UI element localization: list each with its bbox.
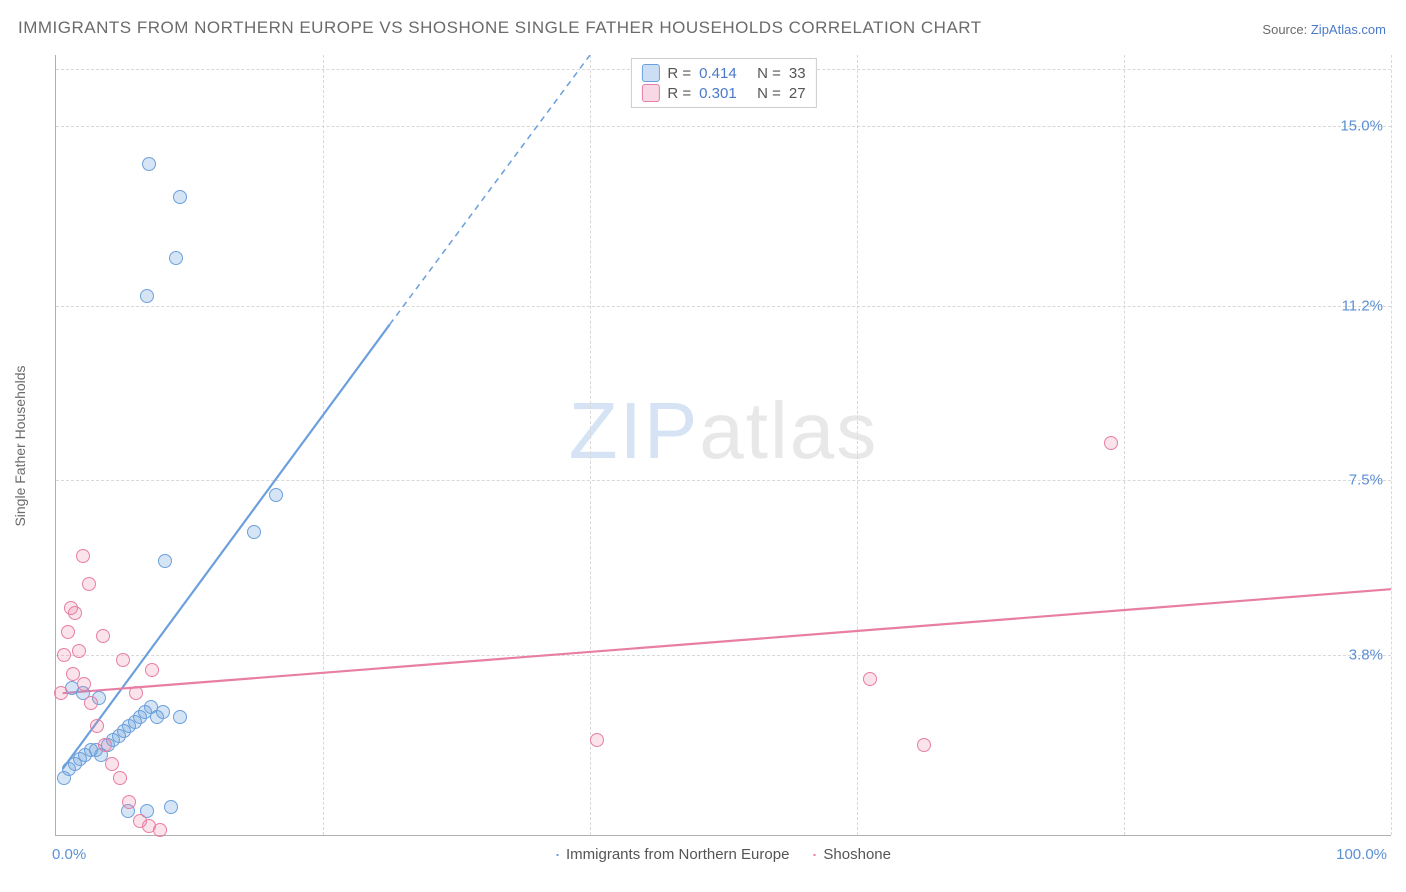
data-point bbox=[96, 629, 110, 643]
data-point bbox=[153, 823, 167, 837]
data-point bbox=[84, 696, 98, 710]
data-point bbox=[169, 251, 183, 265]
grid-line-h bbox=[56, 306, 1391, 307]
plot-area: ZIPatlas R = 0.414 N = 33 R = 0.301 N = … bbox=[55, 55, 1391, 836]
data-point bbox=[917, 738, 931, 752]
data-point bbox=[105, 757, 119, 771]
r-value-blue: 0.414 bbox=[699, 65, 743, 82]
data-point bbox=[158, 554, 172, 568]
r-label: R = bbox=[667, 65, 691, 82]
data-point bbox=[57, 648, 71, 662]
grid-line-v bbox=[1124, 55, 1125, 835]
y-axis-label: Single Father Households bbox=[12, 365, 28, 526]
trend-line-dash-blue bbox=[390, 55, 590, 324]
trend-lines bbox=[56, 55, 1391, 835]
source-link[interactable]: ZipAtlas.com bbox=[1311, 22, 1386, 37]
grid-line-h bbox=[56, 480, 1391, 481]
chart-title: IMMIGRANTS FROM NORTHERN EUROPE VS SHOSH… bbox=[18, 18, 982, 38]
trend-line-pink bbox=[63, 589, 1391, 693]
correlation-legend: R = 0.414 N = 33 R = 0.301 N = 27 bbox=[630, 58, 816, 108]
r-label: R = bbox=[667, 85, 691, 102]
trend-line-blue bbox=[63, 324, 390, 768]
data-point bbox=[82, 577, 96, 591]
data-point bbox=[164, 800, 178, 814]
data-point bbox=[54, 686, 68, 700]
y-tick-label: 3.8% bbox=[1349, 647, 1383, 664]
watermark: ZIPatlas bbox=[569, 385, 878, 477]
y-tick-label: 7.5% bbox=[1349, 472, 1383, 489]
x-tick-label: 100.0% bbox=[1336, 846, 1387, 863]
watermark-zip: ZIP bbox=[569, 386, 699, 475]
data-point bbox=[61, 625, 75, 639]
data-point bbox=[90, 719, 104, 733]
swatch-pink bbox=[641, 84, 659, 102]
swatch-blue bbox=[641, 64, 659, 82]
y-tick-label: 15.0% bbox=[1340, 117, 1383, 134]
data-point bbox=[72, 644, 86, 658]
source-label: Source: bbox=[1262, 22, 1307, 37]
n-value-blue: 33 bbox=[789, 65, 806, 82]
data-point bbox=[98, 738, 112, 752]
data-point bbox=[590, 733, 604, 747]
data-point bbox=[1104, 436, 1118, 450]
legend-row-pink: R = 0.301 N = 27 bbox=[639, 83, 807, 103]
data-point bbox=[269, 488, 283, 502]
swatch-blue bbox=[556, 854, 558, 856]
legend-label-blue: Immigrants from Northern Europe bbox=[566, 846, 789, 863]
data-point bbox=[116, 653, 130, 667]
swatch-pink bbox=[813, 854, 815, 856]
n-label: N = bbox=[757, 65, 781, 82]
data-point bbox=[247, 525, 261, 539]
data-point bbox=[76, 549, 90, 563]
y-tick-label: 11.2% bbox=[1342, 297, 1383, 314]
grid-line-v bbox=[1391, 55, 1392, 835]
data-point bbox=[77, 677, 91, 691]
grid-line-v bbox=[590, 55, 591, 835]
grid-line-v bbox=[323, 55, 324, 835]
n-value-pink: 27 bbox=[789, 85, 806, 102]
source-attribution: Source: ZipAtlas.com bbox=[1262, 22, 1386, 37]
data-point bbox=[173, 190, 187, 204]
grid-line-v bbox=[857, 55, 858, 835]
data-point bbox=[113, 771, 127, 785]
watermark-atlas: atlas bbox=[699, 386, 878, 475]
legend-row-blue: R = 0.414 N = 33 bbox=[639, 63, 807, 83]
data-point bbox=[122, 795, 136, 809]
grid-line-h bbox=[56, 655, 1391, 656]
data-point bbox=[145, 663, 159, 677]
data-point bbox=[66, 667, 80, 681]
n-label: N = bbox=[757, 85, 781, 102]
data-point bbox=[173, 710, 187, 724]
series-legend: Immigrants from Northern Europe Shoshone bbox=[556, 846, 891, 863]
x-tick-label: 0.0% bbox=[52, 846, 86, 863]
grid-line-h bbox=[56, 126, 1391, 127]
data-point bbox=[142, 157, 156, 171]
data-point bbox=[156, 705, 170, 719]
legend-item-pink: Shoshone bbox=[813, 846, 891, 863]
legend-item-blue: Immigrants from Northern Europe bbox=[556, 846, 789, 863]
data-point bbox=[863, 672, 877, 686]
r-value-pink: 0.301 bbox=[699, 85, 743, 102]
data-point bbox=[129, 686, 143, 700]
legend-label-pink: Shoshone bbox=[823, 846, 891, 863]
data-point bbox=[68, 606, 82, 620]
data-point bbox=[140, 289, 154, 303]
